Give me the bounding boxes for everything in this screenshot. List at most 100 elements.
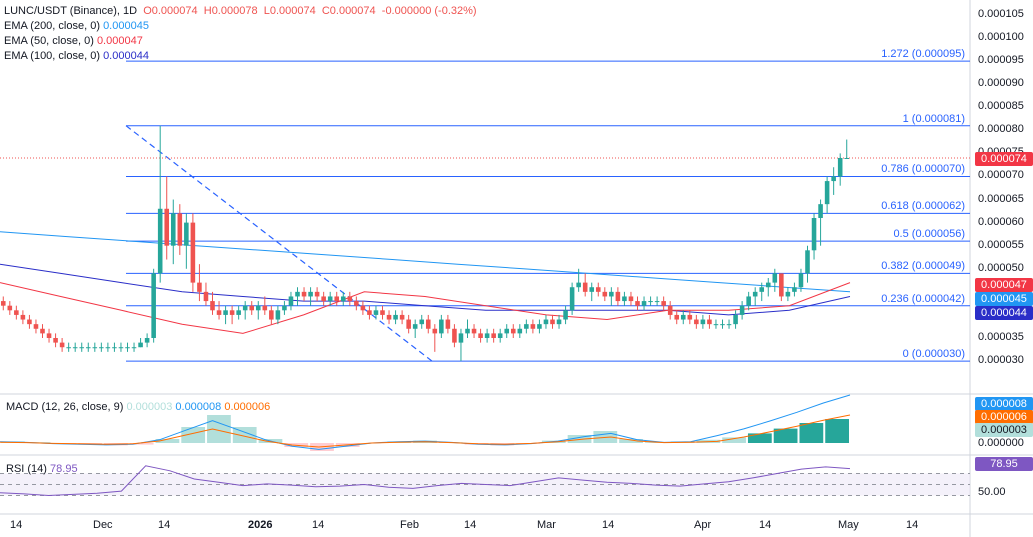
candle-body [510, 328, 516, 334]
macd-hist-bar [232, 427, 257, 443]
ema200-legend[interactable]: EMA (200, close, 0) 0.000045 [4, 19, 477, 34]
candle-body [72, 347, 78, 349]
candle-body [694, 319, 699, 325]
rsi-legend-value: 78.95 [50, 463, 78, 475]
candle-body [824, 181, 830, 205]
candle-body [765, 282, 771, 288]
candle-body [582, 282, 588, 292]
candle-body [837, 158, 843, 177]
macd-hist-bar [747, 433, 772, 443]
candle-body [491, 333, 496, 338]
candle-body [314, 291, 320, 297]
candle-body [327, 296, 333, 302]
price-tick-label: 0.000030 [978, 354, 1024, 367]
candle-body [203, 291, 209, 302]
price-tick-label: 0.000085 [978, 100, 1024, 113]
candle-body [419, 319, 425, 325]
candle-body [478, 333, 483, 338]
candle-body [321, 296, 326, 302]
chart-legend: LUNC/USDT (Binance), 1D O0.000074 H0.000… [4, 4, 477, 64]
candle-body [66, 347, 71, 349]
macd-hist-bar [619, 439, 643, 443]
macd-hist-bar [155, 439, 180, 443]
candle-body [53, 338, 58, 343]
candle-body [667, 305, 673, 315]
fib-label: 0.618 (0.000062) [881, 200, 965, 213]
time-tick-label: 14 [464, 519, 477, 531]
rsi-label: RSI (14) [6, 463, 47, 475]
macd-hist-bar [799, 423, 824, 443]
candle-body [458, 333, 464, 343]
candle-body [157, 208, 163, 274]
candle-body [269, 310, 274, 320]
fib-label: 0.5 (0.000056) [893, 228, 965, 241]
price-tick-label: 0.000050 [978, 261, 1024, 274]
ema50-legend[interactable]: EMA (50, close, 0) 0.000047 [4, 34, 477, 49]
candle-body [249, 305, 255, 311]
time-tick-label: 14 [10, 519, 23, 531]
trend-line [125, 125, 433, 362]
candle-body [177, 213, 183, 246]
ema50-line [0, 282, 851, 334]
candle-body [537, 324, 542, 329]
price-tick-label: 0.000035 [978, 331, 1024, 343]
candle-body [380, 310, 385, 315]
price-tick-label: 0.000095 [978, 54, 1024, 67]
candle-body [85, 347, 91, 349]
candle-body [223, 310, 228, 315]
candle-body [576, 282, 581, 288]
time-tick-label: Feb [400, 519, 419, 531]
fib-label: 0 (0.000030) [902, 348, 965, 361]
candle-body [14, 310, 19, 315]
candle-body [282, 305, 287, 311]
price-tick-label: 0.000065 [978, 192, 1024, 205]
price-tick-label: 0.000105 [978, 7, 1024, 20]
candle-body [236, 310, 241, 315]
candle-body [602, 291, 608, 297]
candle-body [144, 338, 150, 343]
time-tick-label: 14 [602, 519, 615, 531]
candle-body [275, 310, 281, 320]
signal-tag: 0.000006 [975, 410, 1033, 424]
candle-body [0, 301, 6, 306]
symbol-title[interactable]: LUNC/USDT (Binance), 1D [4, 5, 138, 17]
price-tick-label: 0.000070 [978, 169, 1024, 182]
macd-hist-bar [129, 443, 154, 445]
candle-body [210, 301, 215, 311]
ema50-label: EMA (50, close, 0) [4, 35, 94, 47]
macd-legend[interactable]: MACD (12, 26, close, 9) 0.000003 0.00000… [6, 401, 270, 413]
time-tick-label: 14 [759, 519, 772, 531]
candle-body [622, 296, 627, 302]
ema100-line [0, 263, 851, 316]
candle-body [452, 328, 457, 343]
macd-hist-bar [722, 437, 746, 443]
candle-body [386, 314, 392, 320]
candle-body [687, 314, 693, 320]
time-tick-label: May [838, 519, 859, 531]
ema100-legend[interactable]: EMA (100, close, 0) 0.000044 [4, 49, 477, 64]
rsi-legend[interactable]: RSI (14) 78.95 [6, 463, 78, 475]
candle-body [805, 250, 810, 274]
fib-label: 0.382 (0.000049) [881, 260, 965, 273]
candle-body [569, 287, 575, 311]
macd-hist-bar [181, 427, 206, 443]
macd-tag: 0.000008 [975, 397, 1033, 411]
macd-hist-bar [773, 428, 798, 443]
price-tick-label: 0.000060 [978, 215, 1024, 228]
candle-body [399, 314, 405, 320]
candle-body [628, 296, 634, 302]
candle-body [759, 287, 765, 292]
candle-body [439, 319, 444, 334]
macd-label: MACD (12, 26, close, 9) [6, 401, 124, 413]
time-tick-label: 2026 [248, 519, 273, 531]
candle-body [164, 208, 170, 246]
candle-body [393, 314, 398, 320]
candle-body [641, 301, 647, 306]
candle-body [497, 333, 503, 338]
candle-body [543, 319, 549, 325]
candle-body [301, 291, 307, 297]
candle-body [360, 305, 366, 311]
fib-label: 0.786 (0.000070) [881, 163, 965, 176]
